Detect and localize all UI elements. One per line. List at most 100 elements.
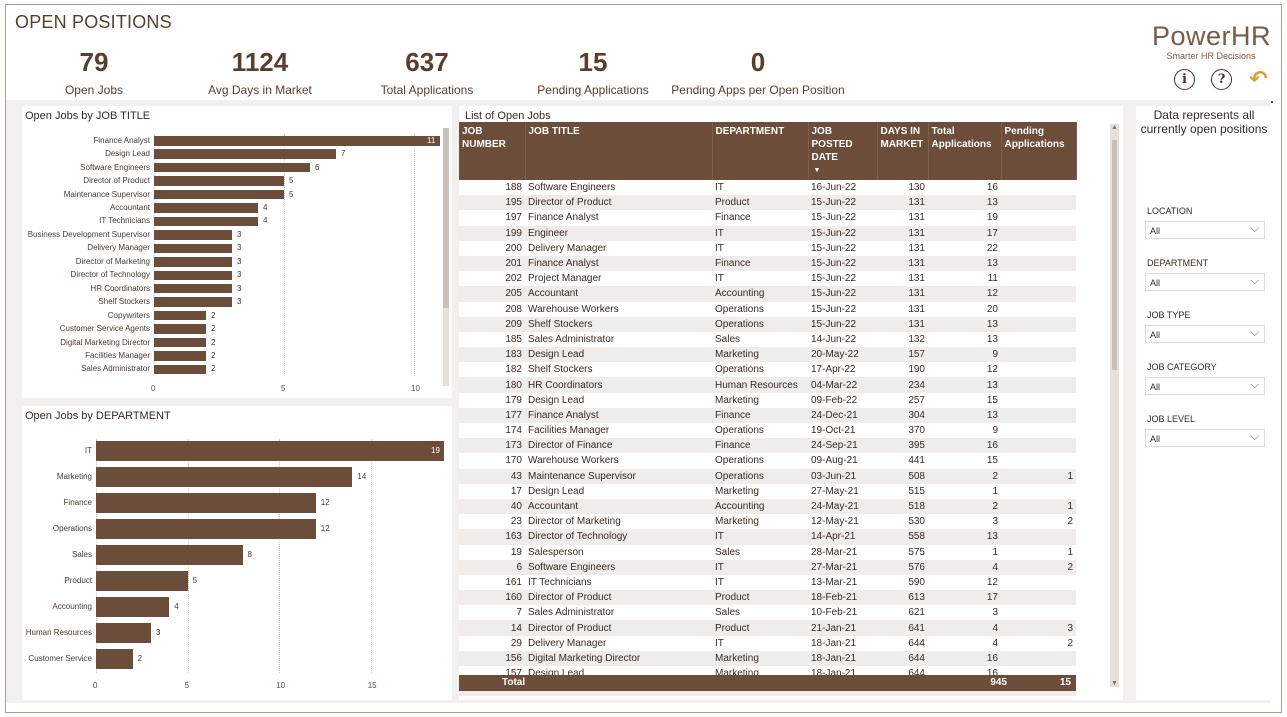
table-row[interactable]: 188 Software Engineers IT 16-Jun-22 130 16: [459, 180, 1076, 195]
bar[interactable]: [154, 176, 284, 186]
back-arrow-icon[interactable]: ↶: [1249, 67, 1268, 92]
table-cell: IT: [715, 242, 724, 254]
column-header[interactable]: Pending Applications: [1001, 122, 1077, 180]
bar[interactable]: [154, 149, 336, 159]
table-cell: Operations: [715, 455, 764, 467]
table-row[interactable]: 17 Design Lead Marketing 27-May-21 515 1: [459, 484, 1076, 499]
info-icon[interactable]: i: [1174, 69, 1195, 90]
table-scrollbar[interactable]: ▲ ▼: [1110, 124, 1119, 687]
table-row[interactable]: 179 Design Lead Marketing 09-Feb-22 257 15: [459, 393, 1076, 408]
scrollbar-thumb[interactable]: [1112, 140, 1117, 370]
bar[interactable]: [154, 310, 206, 321]
table-row[interactable]: 183 Design Lead Marketing 20-May-22 157 9: [459, 347, 1076, 363]
table-row[interactable]: 14 Director of Product Product 21-Jan-21 641…: [459, 620, 1076, 636]
table-row[interactable]: 43 Maintenance Supervisor Operations 03-Jun…: [459, 468, 1076, 484]
table-row[interactable]: 157 Design Lead Marketing 18-Jan-21 644 16: [459, 666, 1076, 681]
slicer-dropdown-location[interactable]: All ⌵: [1145, 221, 1265, 239]
table-cell: 197: [505, 212, 522, 224]
table-row[interactable]: 201 Finance Analyst Finance 15-Jun-22 131 13: [459, 255, 1076, 272]
column-header[interactable]: Total Applications: [928, 122, 1002, 180]
table-row[interactable]: 209 Shelf Stockers Operations 15-Jun-22 131 1…: [459, 316, 1076, 332]
scrollbar-thumb[interactable]: [443, 128, 449, 308]
table-row[interactable]: 163 Director of Technology IT 14-Apr-21 558 1…: [459, 529, 1076, 545]
sort-desc-icon[interactable]: ▼: [813, 167, 821, 174]
bar[interactable]: [96, 649, 133, 669]
table-row[interactable]: 177 Finance Analyst Finance 24-Dec-21 304 13: [459, 407, 1076, 423]
table-row[interactable]: 7 Sales Administrator Sales 10-Feb-21 621 3: [459, 605, 1076, 620]
scroll-down-icon[interactable]: ▼: [1111, 680, 1118, 687]
table-row[interactable]: 173 Director of Finance Finance 24-Sep-21 39…: [459, 438, 1076, 454]
bar[interactable]: [96, 519, 316, 539]
bar[interactable]: [154, 324, 206, 334]
bar[interactable]: [96, 571, 188, 591]
bar[interactable]: [96, 623, 151, 643]
bar[interactable]: [96, 597, 170, 617]
chevron-down-icon[interactable]: ⌵: [1250, 275, 1259, 287]
table-row[interactable]: 197 Finance Analyst Finance 15-Jun-22 131 19: [459, 210, 1076, 225]
bar[interactable]: [96, 493, 316, 513]
bar[interactable]: [154, 203, 258, 213]
table-row[interactable]: 200 Delivery Manager IT 15-Jun-22 131 22: [459, 241, 1076, 256]
category-label: Sales: [71, 550, 92, 559]
table-row[interactable]: 6 Software Engineers IT 27-Mar-21 576 4 2: [459, 559, 1076, 575]
table-row[interactable]: 170 Warehouse Workers Operations 09-Aug-21 4…: [459, 453, 1076, 468]
slicer-dropdown-job-type[interactable]: All ⌵: [1145, 325, 1265, 343]
table-cell: [1001, 393, 1076, 408]
scroll-up-icon[interactable]: ▲: [1111, 124, 1118, 131]
table-cell: [1001, 286, 1076, 302]
chevron-down-icon[interactable]: ⌵: [1250, 327, 1259, 339]
chart-scrollbar[interactable]: [443, 128, 449, 386]
column-header[interactable]: JOB NUMBER: [459, 122, 526, 180]
table-cell: 3: [1001, 620, 1076, 636]
bar[interactable]: [96, 545, 243, 565]
chevron-down-icon[interactable]: ⌵: [1250, 379, 1259, 391]
bar[interactable]: [154, 351, 206, 361]
table-row[interactable]: 23 Director of Marketing Marketing 12-May-2…: [459, 514, 1076, 529]
help-icon[interactable]: ?: [1211, 69, 1232, 90]
table-row[interactable]: 161 IT Technicians IT 13-Mar-21 590 12: [459, 575, 1076, 590]
bar[interactable]: [154, 283, 232, 294]
chart-open-jobs-by-department[interactable]: Open Jobs by DEPARTMENT IT 19 Marketing 14 F…: [22, 406, 452, 700]
table-row[interactable]: 199 Engineer IT 15-Jun-22 131 17: [459, 225, 1076, 241]
table-row[interactable]: 202 Project Manager IT 15-Jun-22 131 11: [459, 271, 1076, 286]
bar[interactable]: [154, 257, 232, 267]
column-header[interactable]: DAYS IN MARKET: [877, 122, 929, 180]
chart-open-jobs-by-job-title[interactable]: Open Jobs by JOB TITLE Finance Analyst 11…: [22, 106, 452, 398]
slicer-dropdown-job-level[interactable]: All ⌵: [1145, 429, 1265, 447]
bar[interactable]: [154, 216, 258, 227]
table-row[interactable]: 40 Accountant Accounting 24-May-21 518 2 1: [459, 498, 1076, 515]
bar[interactable]: [154, 189, 284, 200]
table-row[interactable]: 19 Salesperson Sales 28-Mar-21 575 1 1: [459, 545, 1076, 560]
bar[interactable]: [154, 270, 232, 280]
chevron-down-icon[interactable]: ⌵: [1250, 431, 1259, 443]
column-header[interactable]: DEPARTMENT: [712, 122, 809, 180]
slicer-dropdown-department[interactable]: All ⌵: [1145, 273, 1265, 291]
table-row[interactable]: 205 Accountant Accounting 15-Jun-22 131 12: [459, 286, 1076, 302]
bar[interactable]: [96, 467, 353, 487]
table-row[interactable]: 195 Director of Product Product 15-Jun-22 13…: [459, 195, 1076, 211]
slicer-dropdown-job-category[interactable]: All ⌵: [1145, 377, 1265, 395]
bar[interactable]: [154, 136, 440, 146]
bar[interactable]: [154, 243, 232, 254]
table-row[interactable]: 156 Digital Marketing Director Marketing 18…: [459, 650, 1076, 666]
bar[interactable]: [154, 337, 206, 348]
table-row[interactable]: 29 Delivery Manager IT 18-Jan-21 644 4 2: [459, 636, 1076, 651]
bar[interactable]: [154, 364, 206, 375]
table-row[interactable]: 185 Sales Administrator Sales 14-Jun-22 132 1…: [459, 332, 1076, 347]
table-cell: 131: [877, 195, 928, 211]
bar[interactable]: [154, 230, 232, 240]
table-row[interactable]: 208 Warehouse Workers Operations 15-Jun-22 1…: [459, 302, 1076, 317]
column-header[interactable]: JOB TITLE: [525, 122, 713, 180]
bar[interactable]: [154, 162, 310, 173]
table-row[interactable]: 160 Director of Product Product 18-Feb-21 61…: [459, 590, 1076, 606]
kpi-open-jobs: 79 Open Jobs: [0, 47, 194, 97]
bar[interactable]: [154, 297, 232, 307]
table-row[interactable]: 180 HR Coordinators Human Resources 04-Mar-…: [459, 377, 1076, 393]
category-label: Finance: [63, 498, 92, 507]
column-header[interactable]: JOB POSTED DATE ▼: [808, 122, 878, 180]
bar[interactable]: [96, 441, 444, 461]
table-row[interactable]: 182 Shelf Stockers Operations 17-Apr-22 190 1…: [459, 362, 1076, 377]
table-row[interactable]: 174 Facilities Manager Operations 19-Oct-21…: [459, 423, 1076, 438]
table-title: List of Open Jobs: [465, 110, 551, 122]
chevron-down-icon[interactable]: ⌵: [1250, 223, 1259, 235]
